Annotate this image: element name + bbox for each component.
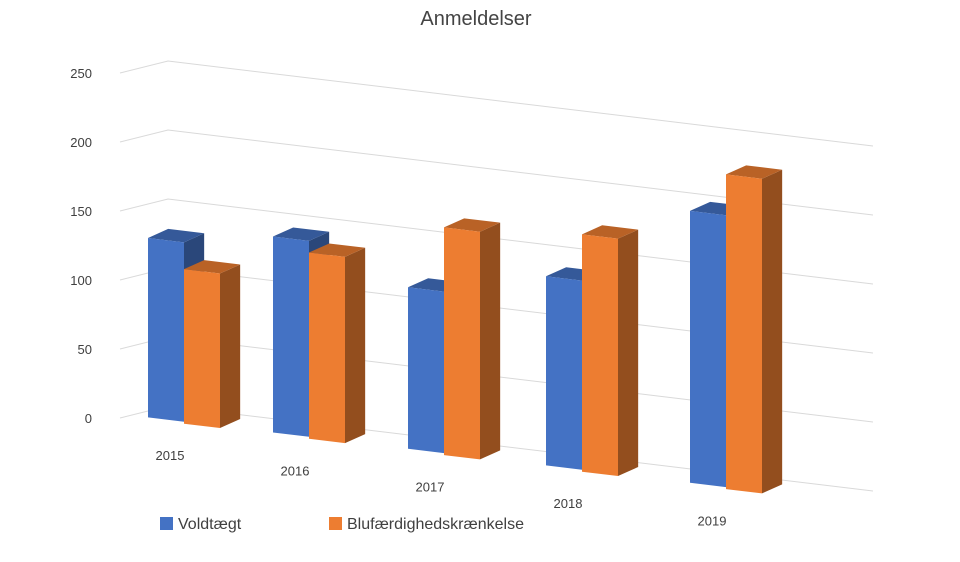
y-tick-label: 200 [70, 135, 92, 150]
x-category-label: 2018 [554, 496, 583, 511]
x-axis-labels: 2015 2016 2017 2018 2019 [156, 448, 727, 528]
bar-blufaerdighedskraenkelse-2015 [184, 260, 241, 429]
y-tick-label: 100 [70, 273, 92, 288]
chart-title: Anmeldelser [420, 8, 532, 30]
y-tick-label: 250 [70, 66, 92, 81]
bar-blufaerdighedskraenkelse-2018 [582, 225, 639, 477]
y-tick-label: 0 [85, 411, 92, 426]
x-category-label: 2015 [156, 448, 185, 463]
legend-swatch-voldtaegt [160, 517, 173, 530]
x-category-label: 2016 [281, 463, 310, 478]
y-tick-label: 50 [78, 342, 92, 357]
bar-blufaerdighedskraenkelse-2016 [309, 243, 366, 444]
gridline [119, 129, 874, 216]
legend-label-voldtaegt: Voldtægt [178, 516, 242, 533]
bar-blufaerdighedskraenkelse-2019 [726, 165, 783, 494]
legend-label-blufaerdighedskraenkelse: Blufærdighedskrænkelse [347, 516, 524, 533]
bars [148, 165, 783, 494]
x-category-label: 2019 [698, 514, 727, 529]
legend: Voldtægt Blufærdighedskrænkelse [160, 516, 524, 533]
legend-swatch-blufaerdighedskraenkelse [329, 517, 342, 530]
gridline [119, 60, 874, 147]
y-axis-ticks: 0 50 100 150 200 250 [70, 66, 92, 426]
y-tick-label: 150 [70, 204, 92, 219]
x-category-label: 2017 [416, 480, 445, 495]
bar-blufaerdighedskraenkelse-2017 [444, 218, 501, 460]
